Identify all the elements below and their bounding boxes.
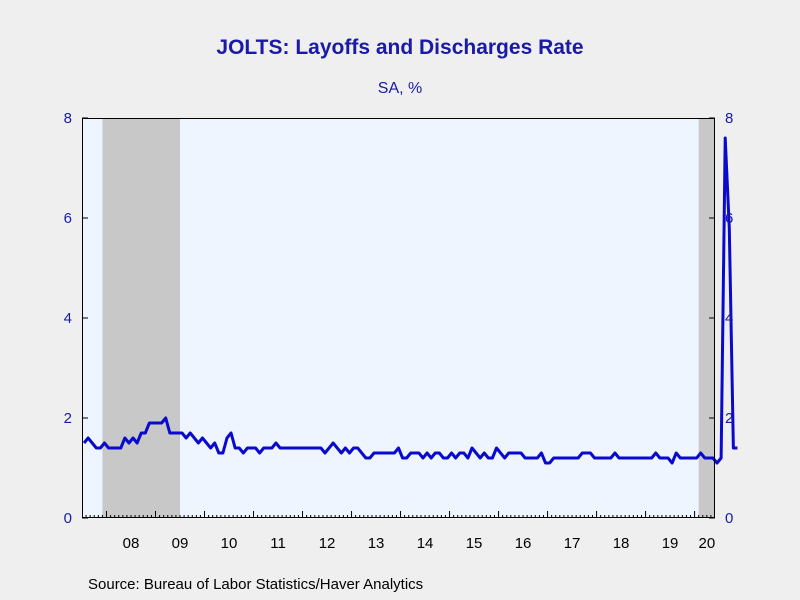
x-tick-label: 08 [123,535,140,552]
y-tick-label-left: 8 [64,110,72,127]
x-tick-label: 20 [698,535,715,552]
y-tick-label-right: 2 [725,410,733,427]
x-tick-label: 15 [466,535,483,552]
axes-group: 0 0 2 2 4 4 6 6 8 8 08 09 10 11 12 13 14 15 16 17 18 19 20 [64,110,734,552]
recession-band-1 [102,118,181,518]
y-tick-label-left: 4 [64,310,72,327]
y-tick-label-right: 8 [725,110,733,127]
series-line [82,136,738,465]
y-tick-label-right: 6 [725,210,733,227]
x-tick-label: 09 [172,535,189,552]
chart-title: JOLTS: Layoffs and Discharges Rate [216,36,584,59]
x-tick-label: 19 [662,535,679,552]
x-tick-label: 18 [613,535,630,552]
x-tick-label: 13 [368,535,385,552]
y-tick-label-left: 0 [64,510,72,527]
source-note: Source: Bureau of Labor Statistics/Haver… [88,576,424,593]
y-tick-label-left: 6 [64,210,72,227]
x-tick-label: 11 [270,535,286,552]
x-tick-label: 17 [564,535,581,552]
x-tick-label: 16 [515,535,532,552]
y-tick-label-left: 2 [64,410,72,427]
y-tick-label-right: 0 [725,510,733,527]
x-tick-label: 12 [319,535,336,552]
x-tick-label: 14 [417,535,434,552]
x-tick-label: 10 [221,535,238,552]
y-tick-label-right: 4 [725,310,733,327]
chart-subtitle: SA, % [377,80,423,97]
